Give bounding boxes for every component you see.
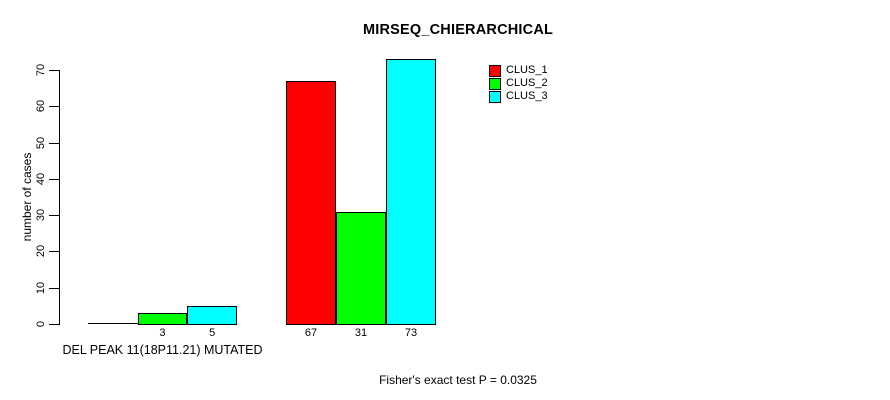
x-group-label: DEL PEAK 11(18P11.21) MUTATED — [62, 343, 263, 357]
y-axis-label: number of cases — [20, 152, 34, 242]
legend-item: CLUS_3 — [489, 90, 548, 103]
y-tick-mark — [49, 324, 59, 325]
legend-label: CLUS_2 — [506, 77, 548, 89]
y-tick-label: 0 — [35, 320, 47, 328]
legend-swatch — [489, 77, 501, 90]
legend-swatch — [489, 90, 501, 103]
y-tick-label: 60 — [35, 100, 47, 113]
legend-swatch — [489, 64, 501, 77]
y-tick-label: 30 — [35, 209, 47, 222]
y-tick-mark — [49, 142, 59, 144]
legend-item: CLUS_1 — [489, 64, 548, 77]
legend-label: CLUS_1 — [506, 64, 548, 76]
bar-value-label: 73 — [404, 327, 418, 339]
bar-value-label: 5 — [209, 327, 216, 339]
y-tick-mark — [49, 178, 59, 180]
bar-value-label: 31 — [354, 327, 368, 339]
y-tick-mark — [49, 287, 59, 289]
y-tick-label: 20 — [35, 245, 47, 258]
y-tick-mark — [49, 215, 59, 217]
y-tick-mark — [49, 70, 59, 71]
chart-title: MIRSEQ_CHIERARCHICAL — [362, 22, 554, 38]
y-tick-label: 50 — [35, 136, 47, 149]
y-axis-line — [59, 70, 60, 325]
bar-value-label: 67 — [304, 327, 318, 339]
bar — [187, 305, 237, 325]
y-tick-label: 10 — [35, 281, 47, 294]
bar — [286, 80, 336, 325]
legend-item: CLUS_2 — [489, 77, 548, 90]
y-tick-label: 70 — [35, 63, 47, 77]
bar — [137, 313, 188, 325]
bar-zero-line — [88, 323, 138, 324]
y-tick-label: 40 — [35, 172, 47, 185]
bar — [386, 59, 436, 325]
bar — [336, 211, 386, 325]
fisher-test-footnote: Fisher's exact test P = 0.0325 — [379, 373, 537, 387]
y-tick-mark — [49, 251, 59, 253]
bar-value-label: 3 — [159, 327, 166, 339]
legend-label: CLUS_3 — [506, 90, 548, 102]
y-tick-mark — [49, 106, 59, 108]
